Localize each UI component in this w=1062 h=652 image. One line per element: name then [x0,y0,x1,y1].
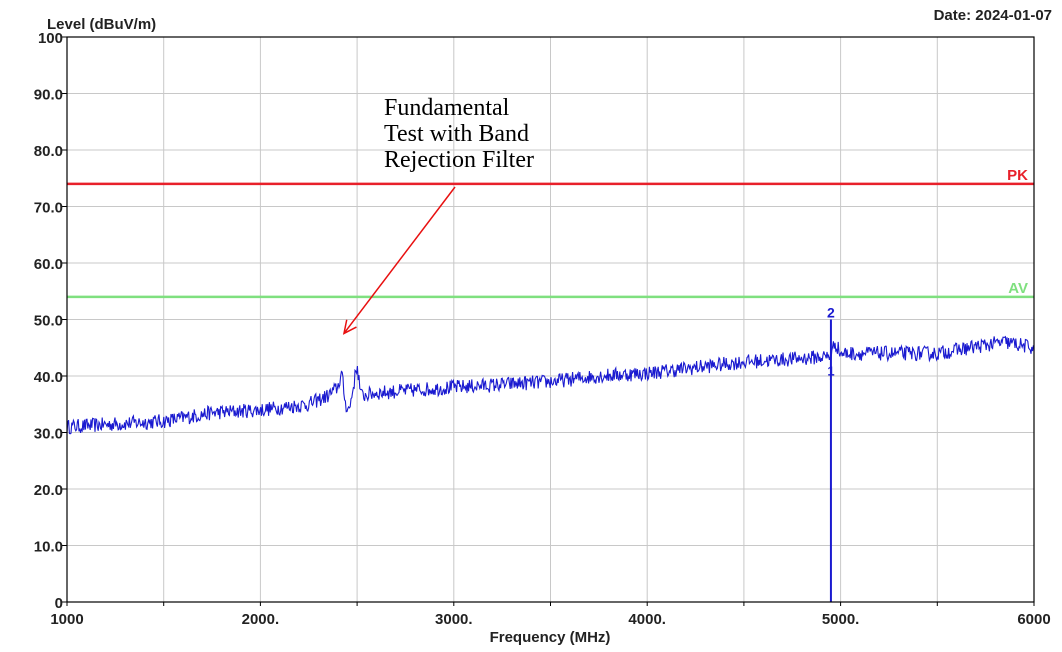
annotation-line: Test with Band [384,121,529,147]
y-tick-label: 100 [38,30,63,47]
y-tick-label: 40.0 [34,369,63,386]
annotation-arrow-head [342,319,357,335]
y-tick-label: 60.0 [34,256,63,273]
y-tick-label: 30.0 [34,426,63,443]
marker-label-1: 1 [827,363,834,378]
annotation-arrow-line [343,186,456,334]
x-tick-label: 3000. [435,611,473,628]
annotation-line: Rejection Filter [384,147,534,173]
x-tick-labels: 1000 2000. 3000. 4000. 5000. 6000 [50,602,1051,628]
y-tick-label: 70.0 [34,200,63,217]
marker-label-2: 2 [827,305,835,321]
y-tick-label: 50.0 [34,313,63,330]
limit-label-pk: PK [1007,167,1028,184]
x-axis-label: Frequency (MHz) [490,629,611,646]
y-tick-labels: 0 10.0 20.0 30.0 40.0 50.0 60.0 70.0 80.0 90.0 100 [34,30,67,612]
series-trace [66,335,1034,435]
x-tick-label: 2000. [242,611,280,628]
limit-lines: PK AV [67,167,1034,299]
x-tick-label: 4000. [628,611,666,628]
x-tick-label: 6000 [1017,611,1050,628]
annotation-line: Fundamental [384,95,510,121]
x-tick-label: 1000 [50,611,83,628]
y-tick-label: 10.0 [34,539,63,556]
y-tick-label: 20.0 [34,482,63,499]
y-tick-label: 90.0 [34,87,63,104]
measurement-trace [66,335,1034,435]
y-axis-label: Level (dBuV/m) [47,16,156,33]
markers: 12 [827,305,835,602]
date-label: Date: 2024-01-07 [934,7,1052,24]
x-tick-label: 5000. [822,611,860,628]
y-tick-label: 80.0 [34,143,63,160]
grid-lines [67,37,1034,602]
limit-label-av: AV [1008,280,1028,297]
y-tick-label: 0 [55,595,63,612]
